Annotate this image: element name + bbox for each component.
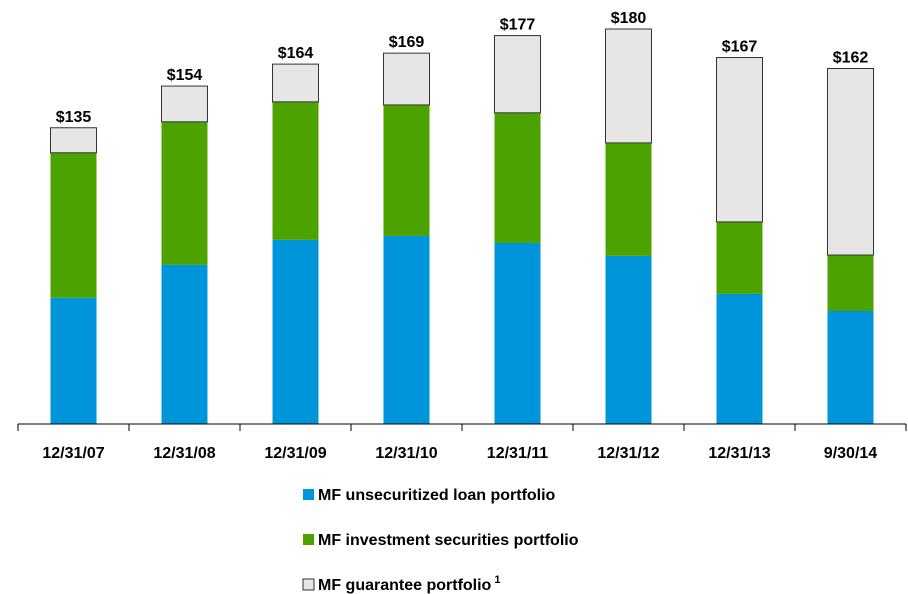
legend-swatch <box>302 578 315 591</box>
bar-segment <box>605 28 652 144</box>
legend-note: 1 <box>494 574 500 586</box>
x-tick-label: 12/31/11 <box>487 445 549 462</box>
total-label: $169 <box>389 34 425 51</box>
legend-swatch <box>303 489 314 500</box>
bar-segment <box>716 221 763 294</box>
total-label: $135 <box>56 109 92 126</box>
bar-segment <box>272 239 319 424</box>
bar-segment <box>383 52 430 106</box>
bar-segment <box>605 142 652 256</box>
bar-segment <box>272 63 319 103</box>
x-tick-label: 12/31/09 <box>264 445 326 462</box>
total-label: $154 <box>167 67 203 84</box>
x-tick-label: 12/31/12 <box>597 445 659 462</box>
bar-segment <box>50 127 97 154</box>
legend-label: MF guarantee portfolio 1 <box>318 574 500 594</box>
x-tick-label: 9/30/14 <box>824 445 877 462</box>
bar-segment <box>272 101 319 240</box>
total-label: $167 <box>722 39 758 56</box>
bar-segment <box>383 235 430 424</box>
x-tick-label: 12/31/10 <box>375 445 437 462</box>
bar-segment <box>494 35 541 114</box>
total-label: $164 <box>278 45 314 62</box>
bar-segment <box>383 104 430 236</box>
bar-segment <box>827 255 874 311</box>
bar-segment <box>161 85 208 123</box>
total-label: $177 <box>500 17 536 34</box>
bar-segment <box>494 112 541 243</box>
bar-segment <box>827 310 874 424</box>
x-tick-label: 12/31/07 <box>42 445 104 462</box>
legend-name: MF investment securities portfolio <box>318 532 579 549</box>
bar-segment <box>161 264 208 424</box>
bar-segment <box>50 152 97 298</box>
legend-label: MF investment securities portfolio <box>318 532 579 549</box>
bar-segment <box>161 121 208 265</box>
legend-label: MF unsecuritized loan portfolio <box>318 487 556 504</box>
bar-segment <box>827 68 874 256</box>
x-tick-label: 12/31/08 <box>153 445 215 462</box>
bar-segment <box>50 297 97 424</box>
legend-name: MF guarantee portfolio <box>318 577 492 594</box>
total-label: $180 <box>611 10 647 27</box>
legend-swatch <box>303 534 314 545</box>
bar-segment <box>716 293 763 424</box>
legend-name: MF unsecuritized loan portfolio <box>318 487 556 504</box>
x-tick-label: 12/31/13 <box>708 445 770 462</box>
bar-segment <box>605 255 652 424</box>
total-label: $162 <box>833 50 869 67</box>
bar-segment <box>716 57 763 223</box>
bar-segment <box>494 242 541 424</box>
